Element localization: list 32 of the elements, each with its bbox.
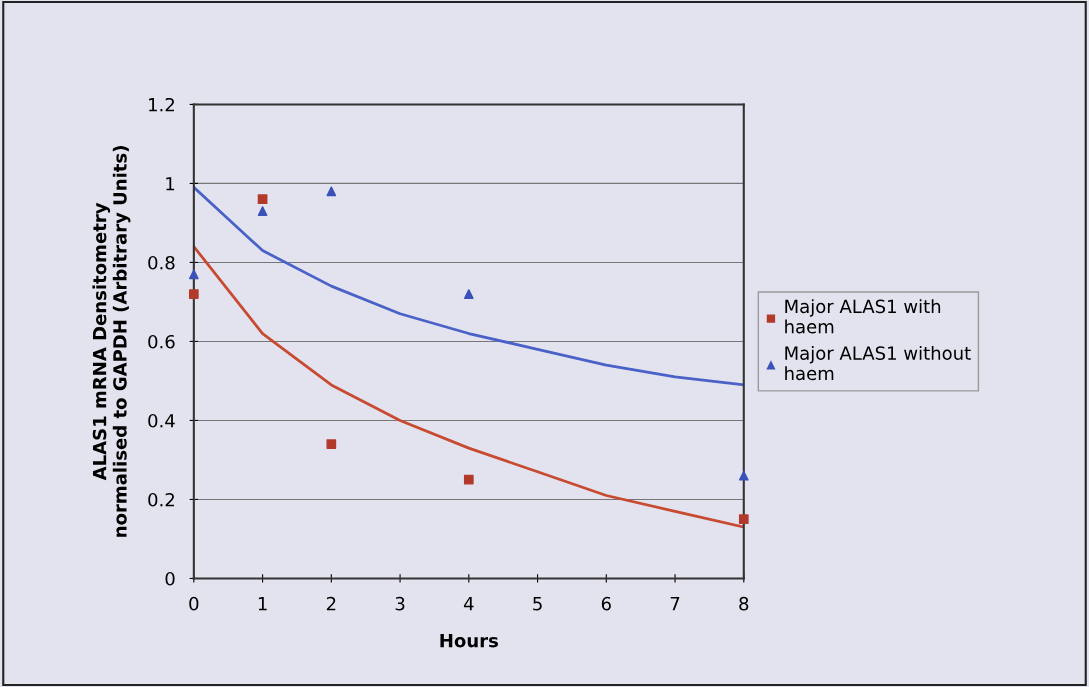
y-tick-label: 0.6 <box>148 334 175 349</box>
y-tick-label: 1 <box>166 177 175 191</box>
point <box>463 289 474 299</box>
x-tick-label: 7 <box>670 597 680 611</box>
line-series <box>193 185 744 387</box>
point <box>188 269 199 280</box>
point <box>463 474 474 485</box>
x-tick-label: 6 <box>601 596 611 611</box>
x-tick-label: 3 <box>395 596 405 611</box>
x-axis-title: Hours <box>440 633 498 648</box>
y-tick-label: 1.2 <box>149 97 174 112</box>
x-tick-label: 0 <box>189 596 199 611</box>
point <box>257 206 268 216</box>
legend-label: Major ALAS1 with haem <box>785 299 941 334</box>
x-tick-label: 4 <box>463 597 474 611</box>
x-tick-label: 5 <box>533 597 542 611</box>
point <box>257 194 268 205</box>
point <box>738 514 749 525</box>
y-tick-label: 0.8 <box>148 255 175 270</box>
y-tick-label: 0 <box>165 571 175 586</box>
point <box>326 186 337 197</box>
y-axis-title: ALAS1 mRNA Densitometry normalised to GAPDH (Arbitrary Units) <box>92 146 131 537</box>
point <box>738 470 749 481</box>
x-tick-label: 1 <box>258 597 267 611</box>
point <box>326 439 337 450</box>
legend-label: Major ALAS1 without haem <box>785 345 971 381</box>
x-tick-label: 2 <box>326 596 336 611</box>
line-series <box>193 245 744 529</box>
point <box>188 289 199 299</box>
x-tick-label: 8 <box>739 596 749 611</box>
y-tick-label: 0.4 <box>148 413 175 428</box>
y-tick-label: 0.2 <box>148 492 174 507</box>
